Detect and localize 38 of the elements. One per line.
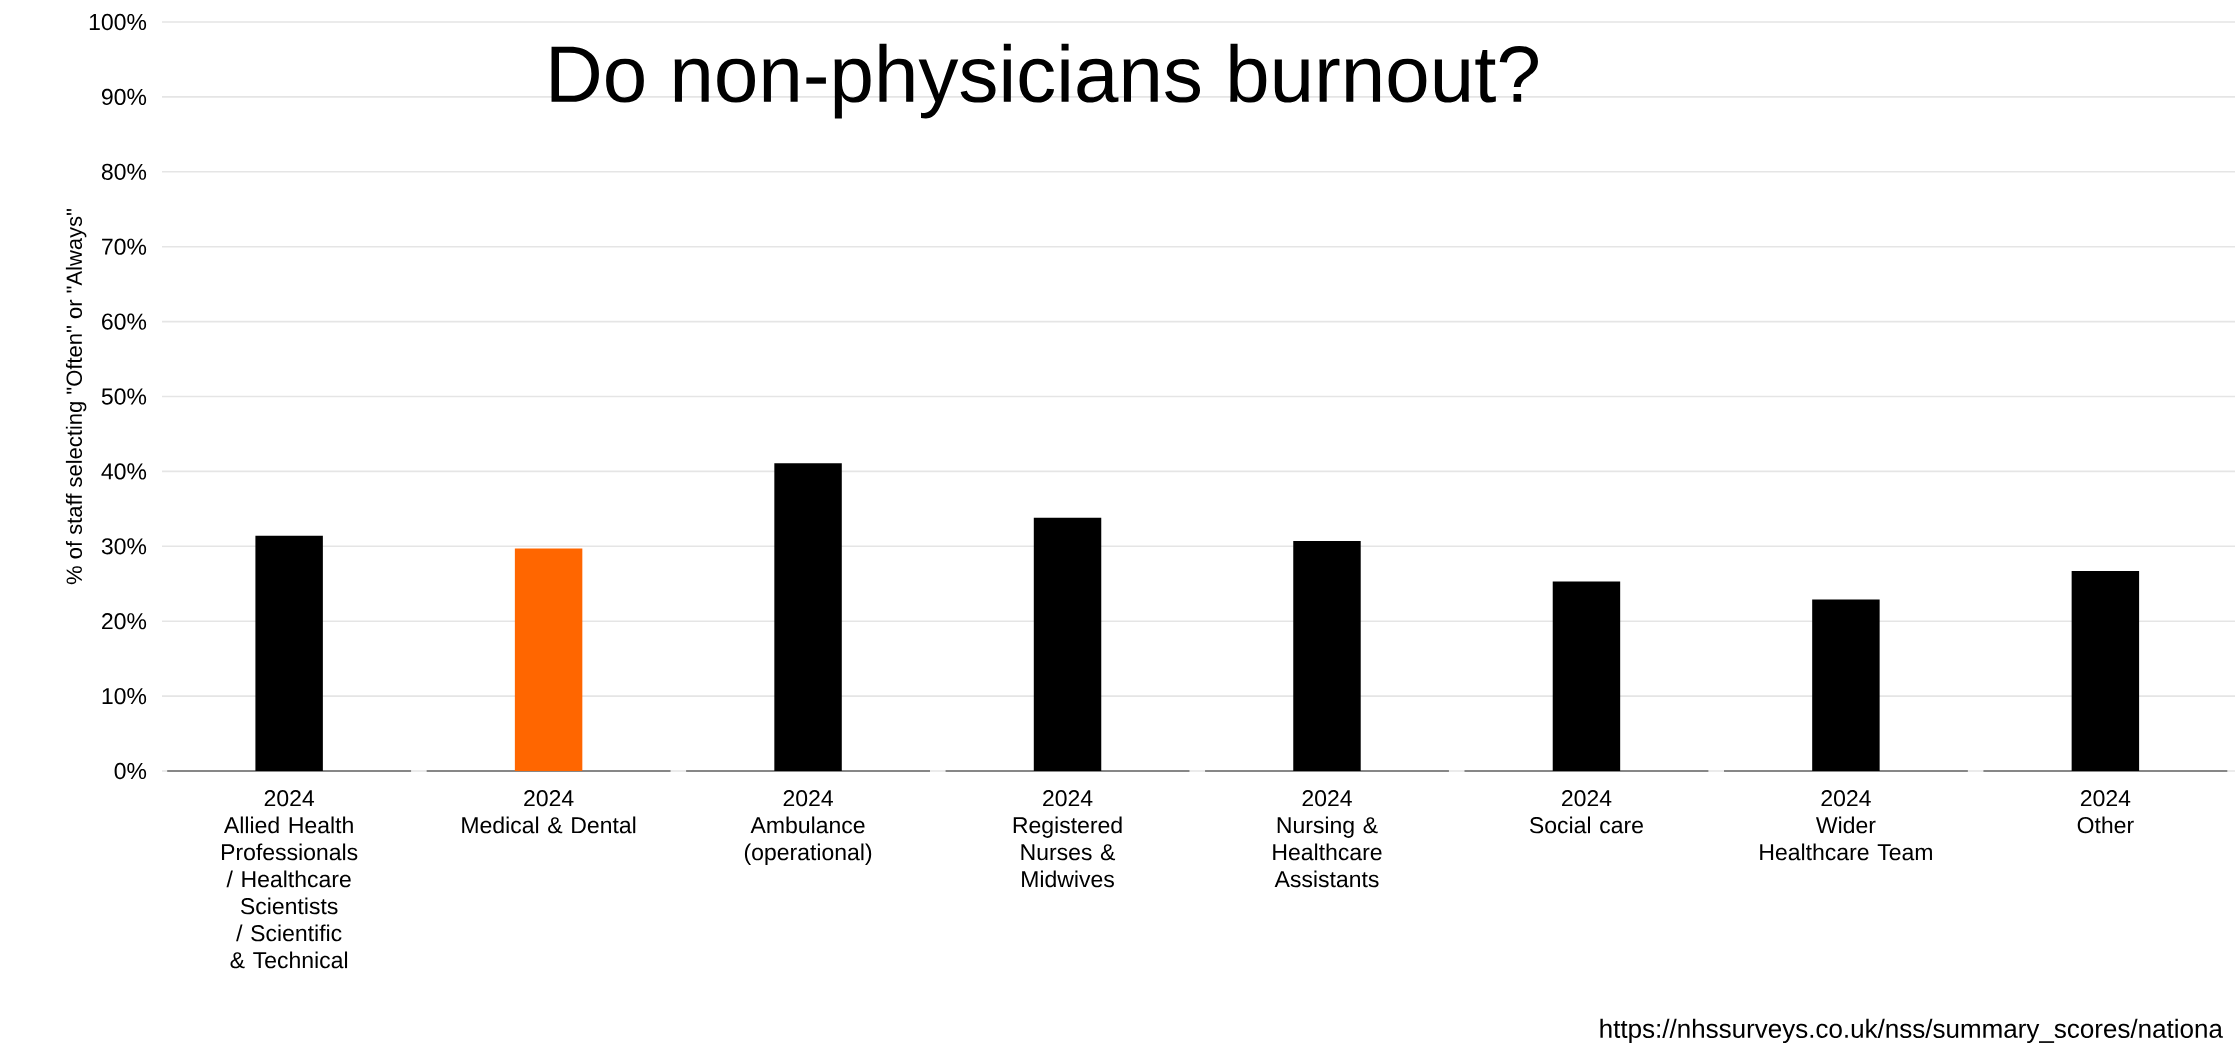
- bar: [255, 535, 323, 771]
- series-label: 2024: [264, 790, 315, 807]
- y-tick-label: 0%: [114, 762, 147, 780]
- x-tick-label: Wider Healthcare Team: [1760, 816, 1932, 861]
- bar: [1033, 517, 1102, 771]
- y-tick-label: 30%: [101, 538, 147, 555]
- y-tick-label: 60%: [102, 313, 147, 330]
- bar: [1552, 581, 1621, 771]
- y-tick-label: 90%: [101, 88, 147, 106]
- bar: [1812, 599, 1880, 771]
- x-tick-label: Allied Health Professionals / Healthcare Scientists / Scientific & Technical: [221, 816, 358, 969]
- bar: [774, 463, 842, 771]
- text: 2024: [1302, 790, 1352, 807]
- y-axis-title: % of staff selecting "Often" or "Always": [65, 209, 87, 585]
- text: 2024: [1821, 790, 1871, 807]
- x-tick-label: Other: [2077, 816, 2134, 834]
- bar: [514, 548, 583, 771]
- y-tick-label: 20%: [102, 613, 147, 630]
- text: 2024: [524, 790, 574, 807]
- x-tick-label: Social care: [1529, 816, 1643, 834]
- chart-title: Do non-physicians burnout?: [551, 43, 1538, 119]
- x-tick-label: Medical & Dental: [462, 816, 636, 834]
- y-tick-label: 10%: [102, 687, 147, 705]
- bar: [2071, 571, 2140, 771]
- y-tick-label: 50%: [101, 388, 147, 405]
- x-tick-label: Nursing & Healthcare Assistants: [1273, 816, 1382, 888]
- x-tick-label: Registered Nurses & Midwives: [1013, 816, 1122, 888]
- y-tick-label: 70%: [102, 238, 147, 255]
- y-tick-label: 80%: [101, 163, 147, 180]
- y-tick-label: 40%: [101, 463, 147, 480]
- text: 2024: [1562, 790, 1612, 807]
- bar: [1293, 541, 1361, 771]
- text: 2024: [2080, 790, 2131, 807]
- text: 2024: [783, 790, 833, 807]
- text: 2024: [1043, 790, 1093, 807]
- y-tick-label: 100%: [89, 13, 147, 31]
- x-tick-label: Ambulance (operational): [744, 816, 872, 865]
- text: https://nhssurveys.co.uk/nss/summary_scores/nationa: [1600, 1018, 2223, 1044]
